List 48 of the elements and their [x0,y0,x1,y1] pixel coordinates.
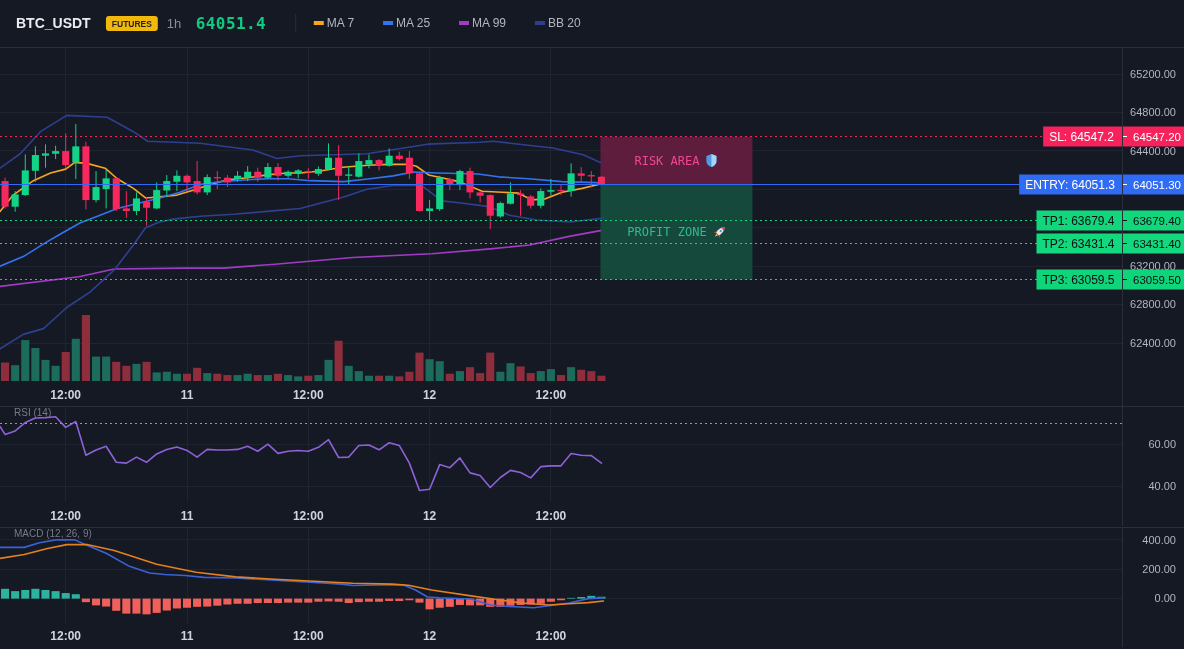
x-tick-label: 11 [180,629,194,643]
x-tick-label: 12 [422,388,437,402]
text: 64051.4 [195,14,267,33]
y-tick-label: 64800.00 [1130,106,1176,119]
y-tick-label: 62800.00 [1130,298,1176,311]
y-tick-label: 64547.20 [1133,130,1181,143]
y-tick-label: 63059.50 [1133,273,1181,286]
y-tick-label: 400.00 [1142,533,1176,546]
chart-title: BTC_USDT [16,15,92,31]
y-tick-label: 60.00 [1148,438,1176,451]
ref-line-label: SL: 64547.2 [1049,129,1115,144]
y-tick-label: 63679.40 [1133,214,1181,227]
ref-line-label: TP3: 63059.5 [1042,272,1115,287]
y-tick-label: 200.00 [1142,563,1176,576]
y-tick-label: 65200.00 [1130,67,1176,80]
text: 1h [166,16,182,31]
chart-title: RSI (14) [14,407,52,418]
band-label: RISK AREA [634,153,701,168]
x-tick-label: 12:00 [50,388,82,402]
y-tick-label: 64051.30 [1133,178,1181,191]
ref-line-label: TP2: 63431.4 [1042,236,1115,251]
x-tick-label: 12:00 [292,629,324,643]
y-tick-label: 62400.00 [1130,336,1176,349]
y-tick-label: 40.00 [1148,480,1176,493]
legend-label: MA 7 [326,16,355,30]
text: FUTURES [111,18,153,29]
chart-title: MACD (12, 26, 9) [14,528,92,539]
x-tick-label: 12:00 [292,509,324,523]
x-tick-label: 11 [180,509,194,523]
y-tick-label: 63200.00 [1130,260,1176,273]
x-tick-label: 12:00 [535,629,567,643]
x-tick-label: 12 [422,629,437,643]
legend-label: MA 25 [396,16,431,30]
y-tick-label: 0.00 [1154,592,1176,605]
x-tick-label: 12 [422,509,437,523]
x-tick-label: 12:00 [535,388,567,402]
x-tick-label: 11 [180,388,194,402]
legend-label: MA 99 [472,16,507,30]
y-tick-label: 63431.40 [1133,237,1181,250]
ref-line-label: TP1: 63679.4 [1042,213,1115,228]
x-tick-label: 12:00 [50,509,82,523]
ref-line-label: ENTRY: 64051.3 [1025,177,1116,192]
x-tick-label: 12:00 [50,629,82,643]
y-tick-label: 64400.00 [1130,144,1176,157]
x-tick-label: 12:00 [292,388,324,402]
x-tick-label: 12:00 [535,509,567,523]
band-label: PROFIT ZONE [627,225,707,240]
legend-label: BB 20 [547,16,581,30]
